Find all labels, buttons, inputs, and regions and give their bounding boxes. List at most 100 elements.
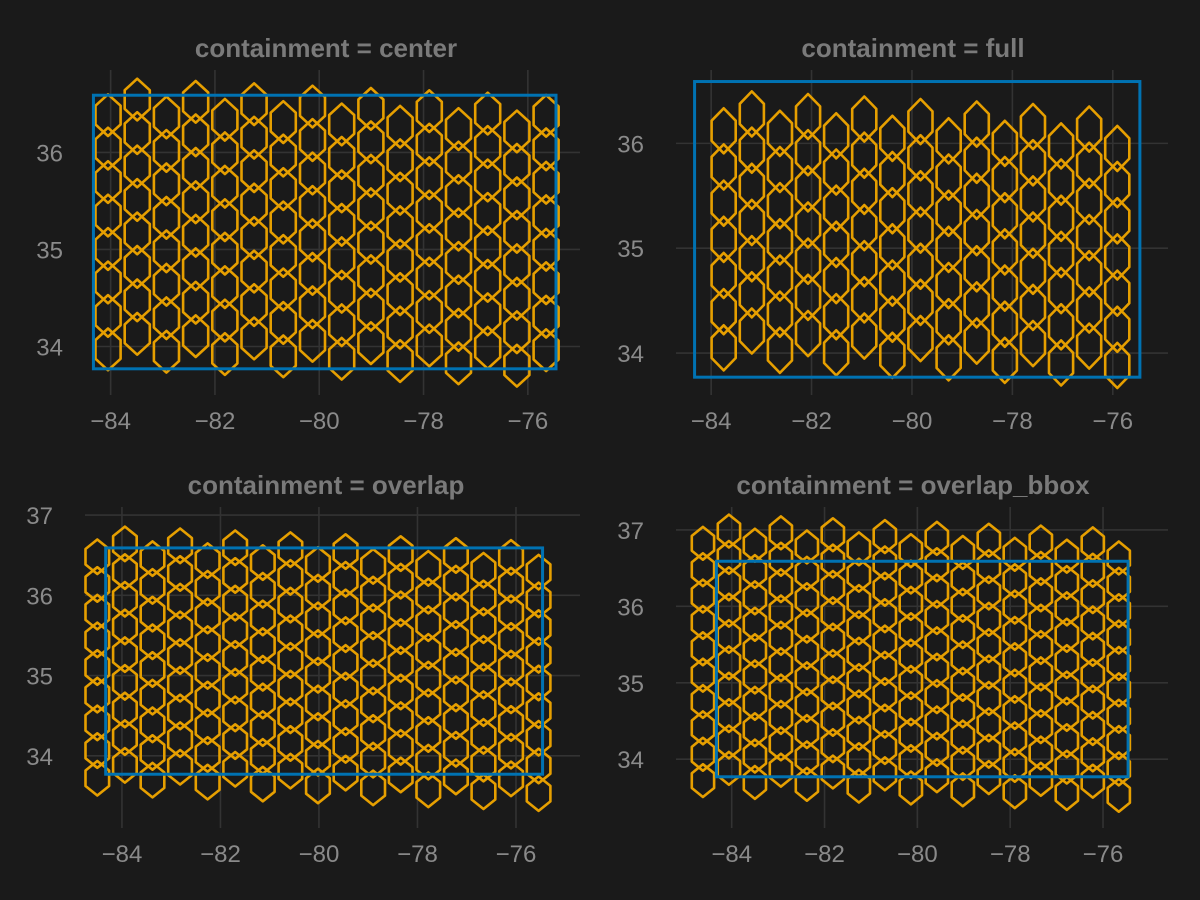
hexagon (298, 218, 327, 263)
hexagon (503, 176, 531, 221)
hexagon (991, 228, 1019, 276)
hexagon (1047, 194, 1075, 243)
hexagon (444, 307, 473, 353)
hexagon (768, 594, 794, 630)
hexagon (924, 731, 950, 768)
hexagon (1054, 670, 1080, 706)
hexagon (1002, 747, 1028, 784)
hexagon (359, 630, 387, 669)
hexagon (872, 571, 898, 608)
hexagon (240, 215, 268, 261)
hexagon (690, 710, 716, 746)
hexagon (240, 282, 268, 328)
y-tick-label: 35 (26, 664, 53, 691)
hexagon (277, 752, 304, 790)
hexagon (963, 208, 991, 257)
y-tick-label: 35 (36, 237, 63, 264)
hexagon (327, 135, 356, 181)
hexagon (442, 592, 470, 630)
hexagon (820, 648, 846, 685)
hexagon (139, 761, 166, 799)
hexagon (794, 713, 820, 750)
hexagon (1019, 102, 1047, 151)
hexagon (470, 690, 497, 728)
hexagon (738, 270, 766, 319)
hexagon (194, 597, 221, 635)
hexagon (1054, 643, 1080, 680)
hexagon (304, 545, 332, 584)
hexagon (690, 604, 716, 641)
hexagon (872, 518, 898, 555)
hexagon (690, 683, 716, 720)
hexagon (976, 548, 1002, 585)
hexagon (935, 225, 963, 274)
hexagon (277, 669, 304, 707)
x-tick-label: −84 (102, 841, 143, 868)
hexagon (111, 525, 138, 563)
hexagon (768, 699, 794, 736)
hexagon (211, 264, 239, 310)
hexagon (415, 632, 442, 670)
hexagon (976, 522, 1002, 558)
hexagon (1080, 657, 1106, 694)
hexagon (327, 336, 356, 381)
hexagon (304, 601, 332, 639)
hexagon (442, 730, 470, 768)
hexagon (332, 643, 359, 681)
hexagon (277, 724, 304, 763)
hexagon (768, 646, 794, 683)
hexagon (357, 187, 385, 232)
hexagon (240, 115, 268, 160)
hexagon (738, 307, 766, 355)
hexagon (249, 710, 276, 748)
hexagon (473, 191, 502, 237)
hexagon (386, 171, 414, 216)
hexagon (710, 143, 738, 191)
hexagon (742, 606, 768, 643)
hexagon (742, 738, 768, 774)
hexagon (166, 637, 194, 676)
hexagon (1054, 564, 1080, 601)
hexagon (194, 708, 221, 746)
hexagon (497, 594, 525, 632)
hexagon (963, 281, 991, 329)
hexagon (277, 531, 304, 569)
hexagon (181, 313, 210, 359)
hexagon (415, 256, 444, 301)
hexagon (794, 581, 820, 618)
hexagon (872, 756, 898, 792)
hexagon (532, 194, 560, 239)
hexagon (963, 317, 991, 365)
hexagon (820, 675, 846, 711)
tick-labels: −84 −82 −80 −78 −76 34 35 36 37 (617, 518, 1123, 868)
hexagon (497, 732, 525, 770)
hexagon (950, 587, 976, 623)
hexagon (166, 693, 194, 731)
hexagon (907, 314, 934, 363)
tick-labels: −84 −82 −80 −78 −76 34 35 36 37 (26, 503, 536, 868)
hexagon (846, 662, 872, 699)
bounding-box (693, 80, 1142, 379)
hexagon (924, 546, 950, 583)
hexagon (850, 275, 878, 324)
hexagon (249, 765, 276, 803)
hexagon (139, 706, 166, 744)
hexagon (359, 658, 387, 696)
hexagon (991, 336, 1019, 385)
hexagon (415, 289, 444, 335)
hexagon (1075, 141, 1103, 190)
x-tick-label: −76 (507, 408, 548, 435)
hexagon (194, 542, 221, 580)
hexagon (963, 100, 991, 148)
hexagon (766, 181, 794, 230)
hexagon (211, 231, 239, 276)
hexagon (470, 607, 497, 645)
hexagon (1103, 160, 1131, 209)
hexagon (332, 616, 359, 654)
hexagon (1080, 737, 1106, 773)
hexagon (766, 218, 794, 266)
hexagon (794, 165, 822, 213)
hexagon (473, 258, 502, 304)
hexagon (304, 711, 332, 750)
hexagon (742, 580, 768, 616)
